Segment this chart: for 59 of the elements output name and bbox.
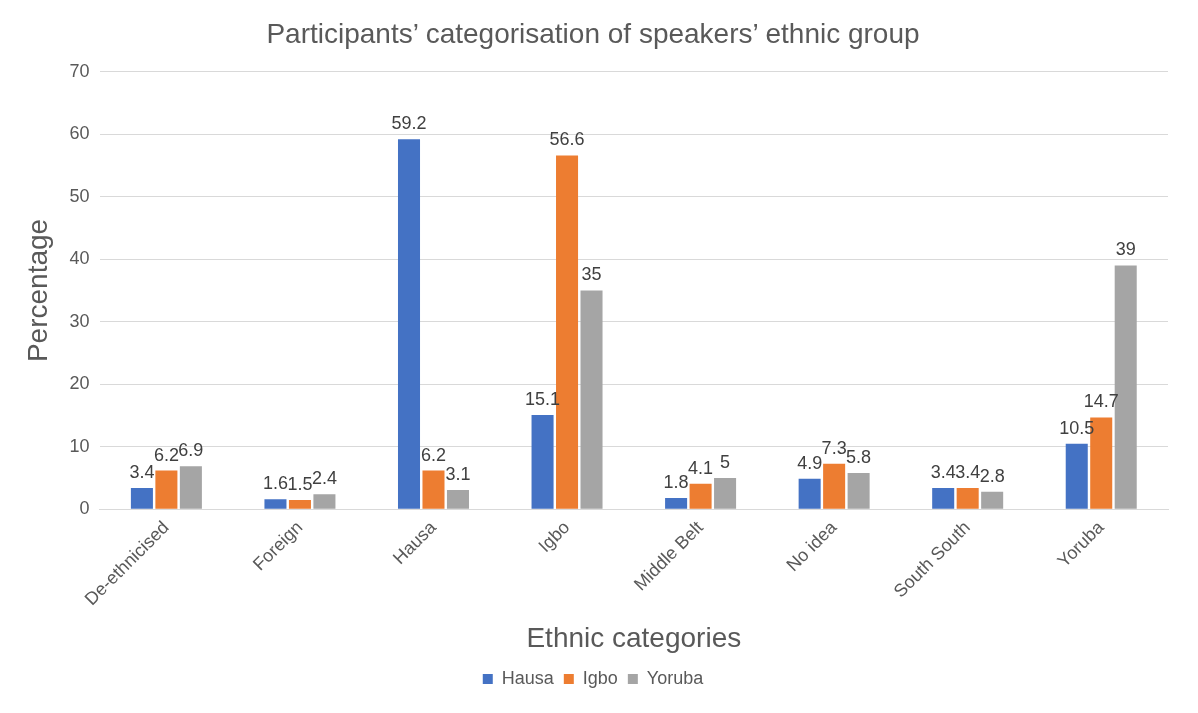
bar [422,470,445,509]
bar [714,478,737,509]
x-tick-label: No idea [782,516,842,576]
data-label: 3.4 [955,462,981,483]
y-tick-label: 30 [69,310,90,331]
y-tick-label: 40 [69,248,90,269]
data-label: 4.1 [688,457,714,478]
data-label: 3.4 [129,462,155,483]
x-axis-title: Ethnic categories [526,621,742,653]
bar [847,473,870,509]
legend-label: Igbo [582,667,618,688]
data-label: 4.9 [797,452,823,473]
bar [313,494,336,509]
bar [179,466,202,509]
y-tick-label: 70 [69,60,90,81]
data-label: 6.9 [178,440,204,461]
bar [288,499,311,509]
y-tick-label: 50 [69,185,90,206]
data-label: 59.2 [391,113,427,134]
bar [689,483,712,509]
data-label: 14.7 [1083,391,1119,412]
bar [665,498,688,509]
data-label: 7.3 [821,437,847,458]
data-label: 1.8 [663,472,689,493]
bar [981,491,1004,509]
bar [155,470,178,509]
data-label: 3.1 [445,463,471,484]
bar [1065,443,1088,509]
bar [531,414,554,509]
y-tick-label: 0 [79,498,90,519]
data-label: 5 [720,452,731,473]
bar [932,488,955,509]
bar [446,489,469,509]
bar [823,463,846,509]
data-label: 39 [1115,239,1136,260]
y-tick-label: 60 [69,123,90,144]
legend-label: Hausa [501,667,555,688]
y-tick-label: 20 [69,373,90,394]
bar [580,290,603,509]
data-label: 3.4 [930,462,956,483]
chart-title: Participants’ categorisation of speakers’ ethnic group [266,17,920,49]
bar [264,499,287,509]
legend-label: Yoruba [646,667,705,688]
data-label: 2.8 [979,465,1005,486]
y-tick-label: 10 [69,435,90,456]
data-label: 1.5 [287,473,313,494]
bar [397,139,421,509]
data-label: 5.8 [846,447,872,468]
data-label: 1.6 [262,473,288,494]
data-label: 6.2 [420,444,447,465]
bar [798,478,821,509]
data-label: 6.2 [153,444,179,465]
x-tick-label: Igbo [534,517,574,557]
data-label: 56.6 [549,129,585,150]
bar [130,488,153,509]
data-label: 2.4 [311,468,337,489]
y-axis-title: Percentage [21,218,53,363]
data-label: 35 [581,264,602,285]
bar [956,488,979,509]
